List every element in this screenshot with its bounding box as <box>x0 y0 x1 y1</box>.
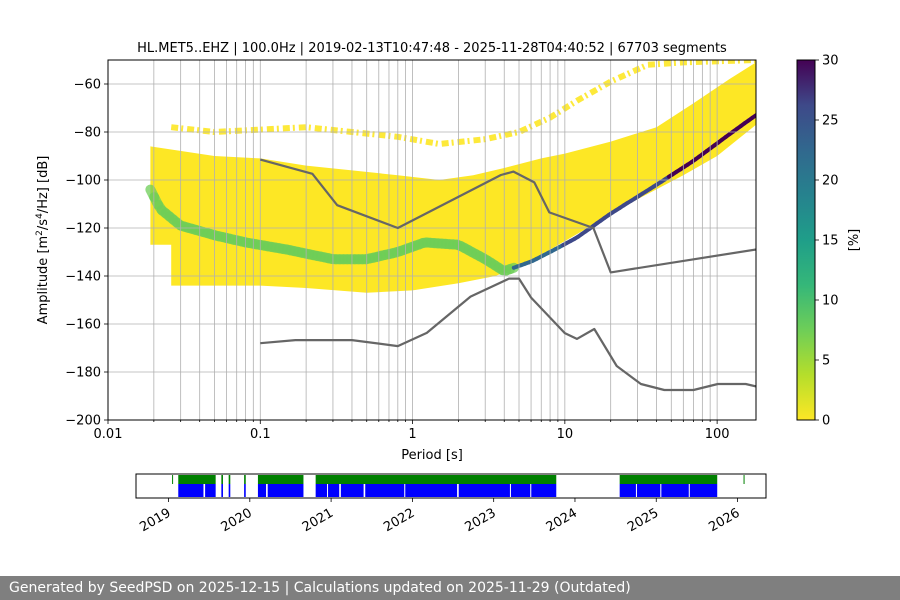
y-tick-label: −120 <box>65 222 101 237</box>
y-tick-label: −200 <box>65 414 101 429</box>
timeline-data-bar <box>178 484 216 497</box>
y-axis-label: Amplitude [m2/s4/Hz] [dB] <box>35 156 51 325</box>
mode-segment <box>750 113 756 120</box>
y-tick-label: −180 <box>65 366 101 381</box>
psd-figure: HL.MET5..EHZ | 100.0Hz | 2019-02-13T10:4… <box>35 41 862 536</box>
psd-density <box>145 60 756 293</box>
footer-bar: Generated by SeedPSD on 2025-12-15 | Cal… <box>0 576 900 600</box>
timeline-gap <box>266 484 268 497</box>
timeline-tick-label: 2025 <box>625 506 661 536</box>
axis-ticks: 0.01 0.1 1 10 100 −60 −80 −100 −120 −140 −160 −180 −… <box>65 78 729 443</box>
timeline-availability-bar <box>221 475 223 484</box>
timeline-tick-label: 2021 <box>300 506 336 536</box>
timeline-tick-label: 2020 <box>219 506 255 536</box>
timeline-availability-bar <box>178 475 216 484</box>
colorbar-tick-label: 20 <box>822 174 839 189</box>
timeline-tick-label: 2023 <box>463 506 499 536</box>
x-tick-label: 100 <box>705 427 730 442</box>
colorbar: 0 5 10 15 20 25 30 [%] <box>796 54 862 429</box>
colorbar-tick-label: 30 <box>822 54 839 69</box>
timeline-bars <box>172 475 745 497</box>
y-tick-label: −80 <box>74 126 101 141</box>
timeline-availability-bar <box>228 475 231 484</box>
timeline-gap <box>203 484 206 497</box>
density-core <box>150 62 756 293</box>
x-tick-label: 1 <box>408 427 416 442</box>
timeline-tick-label: 2024 <box>544 506 580 536</box>
timeline-gap <box>363 484 366 497</box>
timeline-data-bar <box>315 484 557 497</box>
timeline-tick-label: 2026 <box>706 506 742 536</box>
noise-models <box>260 158 756 392</box>
timeline-availability-bar <box>619 475 718 484</box>
timeline-tick-label: 2019 <box>137 506 173 536</box>
x-tick-label: 0.01 <box>94 427 123 442</box>
timeline-gap <box>457 484 459 497</box>
plot-frame <box>107 59 757 421</box>
colorbar-gradient <box>797 60 815 420</box>
x-tick-label: 10 <box>557 427 574 442</box>
timeline-data-bar <box>221 484 223 497</box>
timeline-data-bar <box>228 484 231 497</box>
timeline-data-bar <box>619 484 718 497</box>
psd-plot-area: 0.01 0.1 1 10 100 −60 −80 −100 −120 −140 −160 −180 −… <box>65 59 757 443</box>
noise-model-nlnm <box>260 277 756 392</box>
timeline-ticks: 2019 2020 2021 2022 2023 2024 2025 2026 <box>137 498 743 536</box>
x-axis-label: Period [s] <box>401 448 463 463</box>
colorbar-tick-label: 25 <box>822 114 839 129</box>
y-tick-label: −60 <box>74 78 101 93</box>
timeline-availability-bar <box>257 475 304 484</box>
timeline-gap <box>635 484 637 497</box>
colorbar-tick-label: 15 <box>822 234 839 249</box>
y-label-mid: /s <box>36 219 51 230</box>
colorbar-ticks: 0 5 10 15 20 25 30 <box>815 54 839 429</box>
noise-model-nhnm <box>260 158 756 274</box>
chart-title: HL.MET5..EHZ | 100.0Hz | 2019-02-13T10:4… <box>137 41 727 56</box>
timeline-gap <box>688 484 690 497</box>
timeline-frame <box>135 473 767 499</box>
timeline-gap <box>530 484 532 497</box>
timeline-gap <box>509 484 511 497</box>
y-tick-label: −100 <box>65 174 101 189</box>
timeline-gap <box>404 484 406 497</box>
x-tick-label: 0.1 <box>250 427 271 442</box>
colorbar-label: [%] <box>847 229 862 252</box>
timeline-gap <box>327 484 329 497</box>
footer-text: Generated by SeedPSD on 2025-12-15 | Cal… <box>9 580 631 596</box>
y-label-tail: /Hz] [dB] <box>36 156 51 214</box>
colorbar-tick-label: 0 <box>822 414 830 429</box>
y-label-main: Amplitude [m <box>36 236 51 325</box>
timeline-gap <box>339 484 341 497</box>
y-label-sup-1: 2 <box>35 230 45 236</box>
y-tick-label: −160 <box>65 318 101 333</box>
grid <box>108 60 756 420</box>
data-availability-timeline: 2019 2020 2021 2022 2023 2024 2025 2026 <box>135 473 767 536</box>
y-label-sup-2: 4 <box>35 213 45 219</box>
timeline-availability-bar <box>244 475 246 484</box>
y-tick-label: −140 <box>65 270 101 285</box>
timeline-data-bar <box>257 484 304 497</box>
timeline-availability-bar <box>315 475 557 484</box>
timeline-gap <box>660 484 662 497</box>
colorbar-tick-label: 10 <box>822 294 839 309</box>
timeline-data-bar <box>244 484 246 497</box>
colorbar-tick-label: 5 <box>822 354 830 369</box>
timeline-tick-label: 2022 <box>381 506 417 536</box>
